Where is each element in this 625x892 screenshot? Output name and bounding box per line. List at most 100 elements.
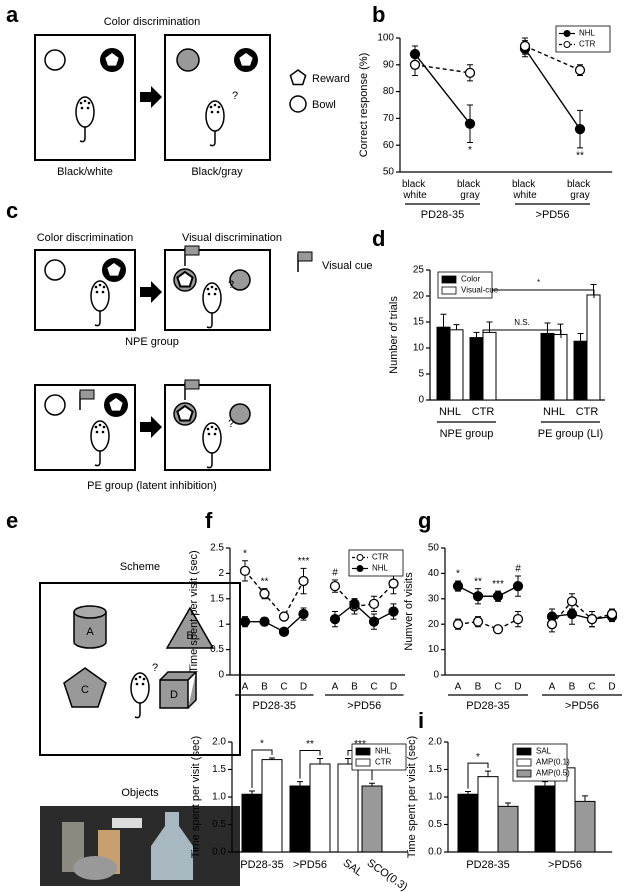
bar	[469, 337, 484, 401]
y-tick-label: 100	[377, 33, 394, 44]
bowl	[44, 394, 66, 416]
diagram-title: Scheme	[120, 561, 160, 573]
error-bar	[297, 781, 303, 786]
bar	[540, 332, 555, 401]
y-tick-label: 15	[413, 317, 425, 328]
photo-object	[73, 856, 117, 880]
point	[586, 613, 598, 625]
significance: **	[261, 576, 269, 587]
significance: **	[576, 151, 584, 162]
question-mark: ?	[152, 662, 158, 674]
error-bar	[544, 322, 551, 334]
point	[472, 616, 484, 627]
point	[452, 619, 464, 630]
y-tick-label: 50	[428, 543, 440, 554]
y-tick-label: 0.5	[210, 644, 224, 655]
x-tick-label: D	[514, 682, 521, 693]
error-bar	[317, 758, 323, 764]
group-label: PD28-35	[421, 209, 464, 221]
y-axis-label: Time spent per visit (sec)	[190, 736, 202, 858]
x-tick-label: black gray	[457, 179, 483, 201]
arrow	[140, 86, 162, 108]
series-line	[457, 618, 519, 631]
bowl	[176, 48, 200, 72]
legend-label: Reward	[312, 73, 350, 85]
x-tick-label: SAL	[341, 857, 365, 879]
panel-label: e	[6, 508, 18, 533]
diagram-title: Visual discrimination	[182, 232, 282, 244]
x-tick-label: CTR	[576, 406, 599, 418]
error-bar	[453, 324, 460, 330]
y-tick-label: 20	[413, 291, 425, 302]
bar	[482, 331, 497, 401]
series-line	[245, 613, 304, 633]
reward-bowl	[104, 393, 128, 417]
object-label: B	[186, 630, 193, 642]
x-tick-label: C	[588, 682, 595, 693]
y-tick-label: 10	[413, 343, 425, 354]
point	[239, 565, 251, 577]
point	[492, 591, 504, 602]
cube	[159, 671, 198, 709]
y-axis-label: Number of trials	[388, 296, 400, 374]
series-line	[414, 53, 471, 125]
reward-icon	[289, 69, 307, 86]
bar	[534, 785, 556, 853]
y-tick-label: 1.5	[212, 764, 226, 775]
bowl	[44, 49, 66, 71]
bar	[309, 763, 331, 853]
reward-bowl	[102, 258, 126, 282]
error-bar	[249, 790, 255, 795]
y-tick-label: 0.0	[212, 847, 226, 858]
point	[368, 598, 380, 610]
legend-label: SAL	[536, 747, 552, 756]
x-tick-label: D	[608, 682, 615, 693]
x-tick-label: SCO(0.3)	[365, 857, 410, 892]
object-label: D	[170, 689, 178, 701]
group-label: PD28-35	[240, 859, 283, 871]
error-bar	[485, 770, 491, 777]
series-line	[524, 45, 581, 71]
x-tick-label: D	[390, 682, 397, 693]
error-bar	[269, 757, 275, 760]
point	[278, 626, 290, 637]
x-tick-label: C	[370, 682, 377, 693]
bar	[586, 294, 601, 401]
x-tick-label: A	[332, 682, 339, 693]
significance-bracket	[299, 750, 321, 779]
legend-box	[348, 549, 404, 577]
point	[298, 575, 309, 587]
legend-label: CTR	[375, 758, 392, 767]
x-tick-label: D	[300, 682, 307, 693]
legend-marker	[356, 554, 364, 561]
x-tick-label: A	[455, 682, 462, 693]
reward-bowl	[100, 48, 124, 72]
legend-marker	[563, 30, 571, 37]
error-bar	[582, 795, 588, 802]
x-tick-label: B	[475, 682, 482, 693]
y-axis-label: Correct response (%)	[358, 53, 370, 158]
point	[409, 59, 421, 70]
y-tick-label: 2.5	[210, 543, 224, 554]
significance-bracket	[251, 749, 273, 788]
group-label: PE group (LI)	[538, 428, 603, 440]
x-tick-label: B	[351, 682, 358, 693]
point	[566, 596, 578, 607]
x-tick-label: A	[242, 682, 249, 693]
y-tick-label: 2.0	[428, 737, 442, 748]
point	[566, 608, 578, 620]
legend-label: AMP(0.5)	[536, 769, 570, 778]
bar	[289, 785, 311, 853]
error-bar	[542, 781, 548, 786]
comparison-bracket	[482, 329, 562, 338]
reward-bowl	[173, 402, 197, 426]
error-bar	[465, 791, 471, 795]
panel-label: c	[6, 198, 18, 223]
y-tick-label: 1	[218, 619, 224, 630]
caption: Black/white	[57, 166, 113, 178]
cylinder	[73, 611, 107, 649]
legend-swatch	[355, 758, 371, 767]
y-tick-label: 40	[428, 568, 440, 579]
bowl-icon	[289, 95, 307, 113]
point	[278, 611, 290, 622]
